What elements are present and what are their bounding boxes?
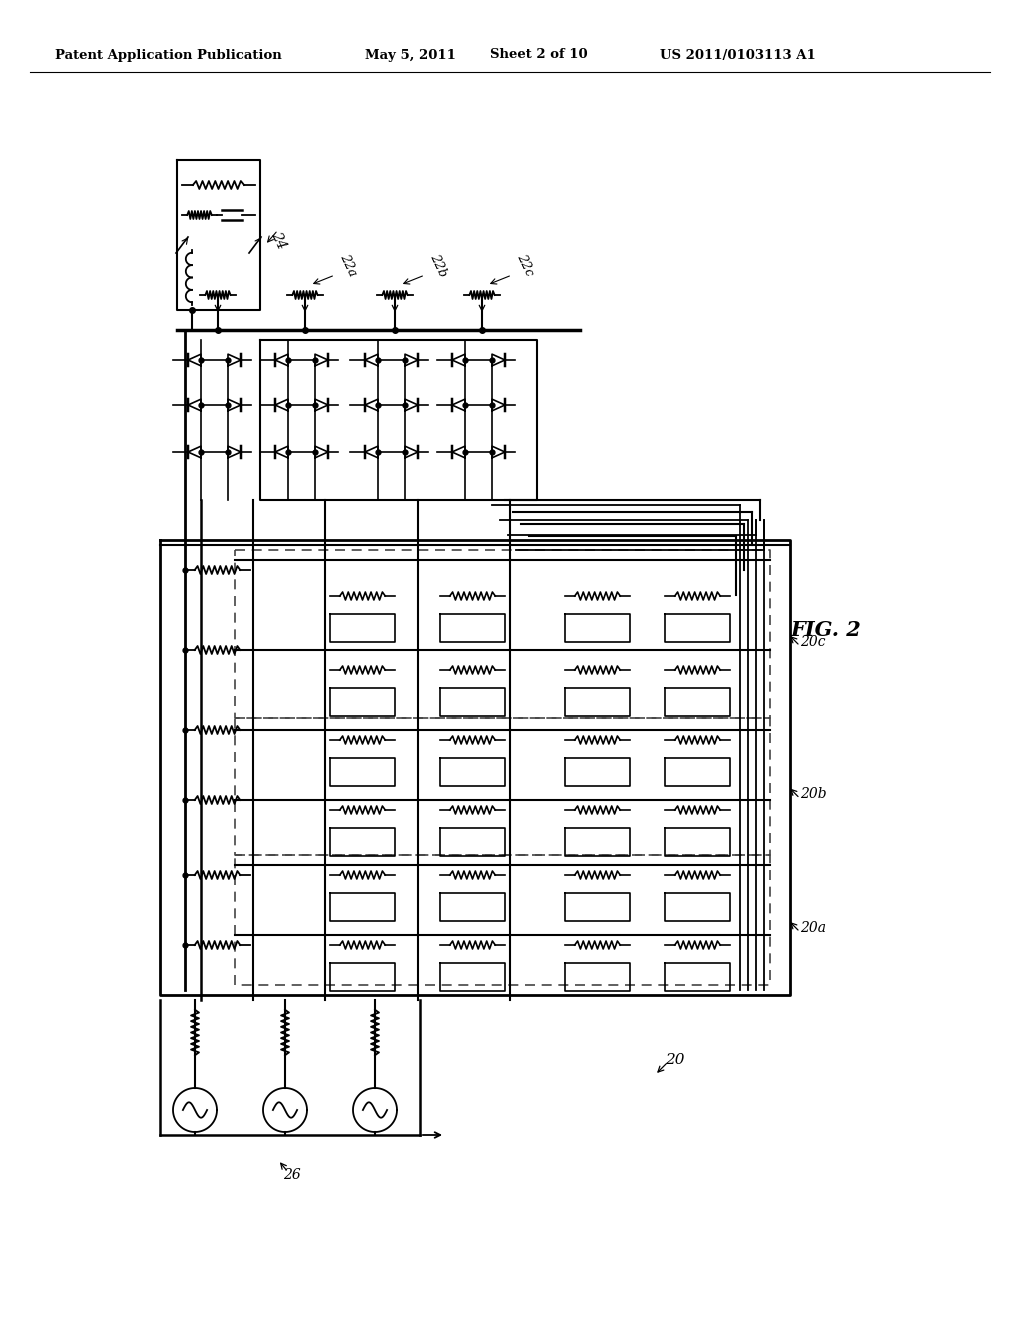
- Text: 24: 24: [268, 228, 288, 251]
- Text: 20: 20: [665, 1053, 684, 1067]
- Text: FIG. 2: FIG. 2: [790, 620, 861, 640]
- Text: Sheet 2 of 10: Sheet 2 of 10: [490, 49, 588, 62]
- Text: US 2011/0103113 A1: US 2011/0103113 A1: [660, 49, 816, 62]
- Text: 20b: 20b: [800, 788, 826, 801]
- Text: Patent Application Publication: Patent Application Publication: [55, 49, 282, 62]
- Text: May 5, 2011: May 5, 2011: [365, 49, 456, 62]
- Text: 20a: 20a: [800, 921, 826, 935]
- Text: 20c: 20c: [800, 635, 825, 649]
- Text: 22a: 22a: [337, 252, 358, 279]
- Text: 22b: 22b: [427, 251, 449, 279]
- Text: 26: 26: [283, 1168, 301, 1181]
- Text: 22c: 22c: [514, 252, 536, 279]
